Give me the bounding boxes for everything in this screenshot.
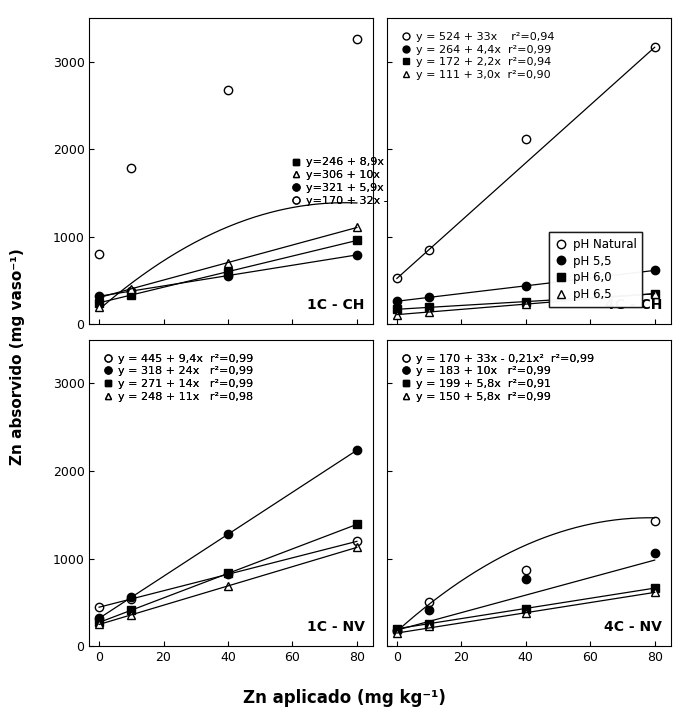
Text: Zn absorvido (mg vaso⁻¹): Zn absorvido (mg vaso⁻¹) bbox=[10, 248, 25, 466]
Text: 1C - NV: 1C - NV bbox=[307, 620, 365, 634]
Legend: pH Natural, pH 5,5, pH 6,0, pH 6,5: pH Natural, pH 5,5, pH 6,0, pH 6,5 bbox=[549, 232, 643, 306]
Text: 4C - CH: 4C - CH bbox=[605, 298, 663, 312]
Text: 1C - CH: 1C - CH bbox=[307, 298, 365, 312]
Text: Zn aplicado (mg kg⁻¹): Zn aplicado (mg kg⁻¹) bbox=[243, 689, 445, 707]
Legend: y = 170 + 33x - 0,21x²  r²=0,99, y = 183 + 10x   r²=0,99, y = 199 + 5,8x  r²=0,9: y = 170 + 33x - 0,21x² r²=0,99, y = 183 … bbox=[398, 351, 596, 404]
Legend: y = 445 + 9,4x  r²=0,99, y = 318 + 24x   r²=0,99, y = 271 + 14x   r²=0,99, y = 2: y = 445 + 9,4x r²=0,99, y = 318 + 24x r²… bbox=[100, 351, 256, 404]
Legend: y=246 + 8,9x  r²=0,97, y=306 + 10x   r²=0,96, y=321 + 5,9x  r²=0,96, y=170 + 32x: y=246 + 8,9x r²=0,97, y=306 + 10x r²=0,9… bbox=[288, 155, 479, 208]
Text: 4C - NV: 4C - NV bbox=[605, 620, 663, 634]
